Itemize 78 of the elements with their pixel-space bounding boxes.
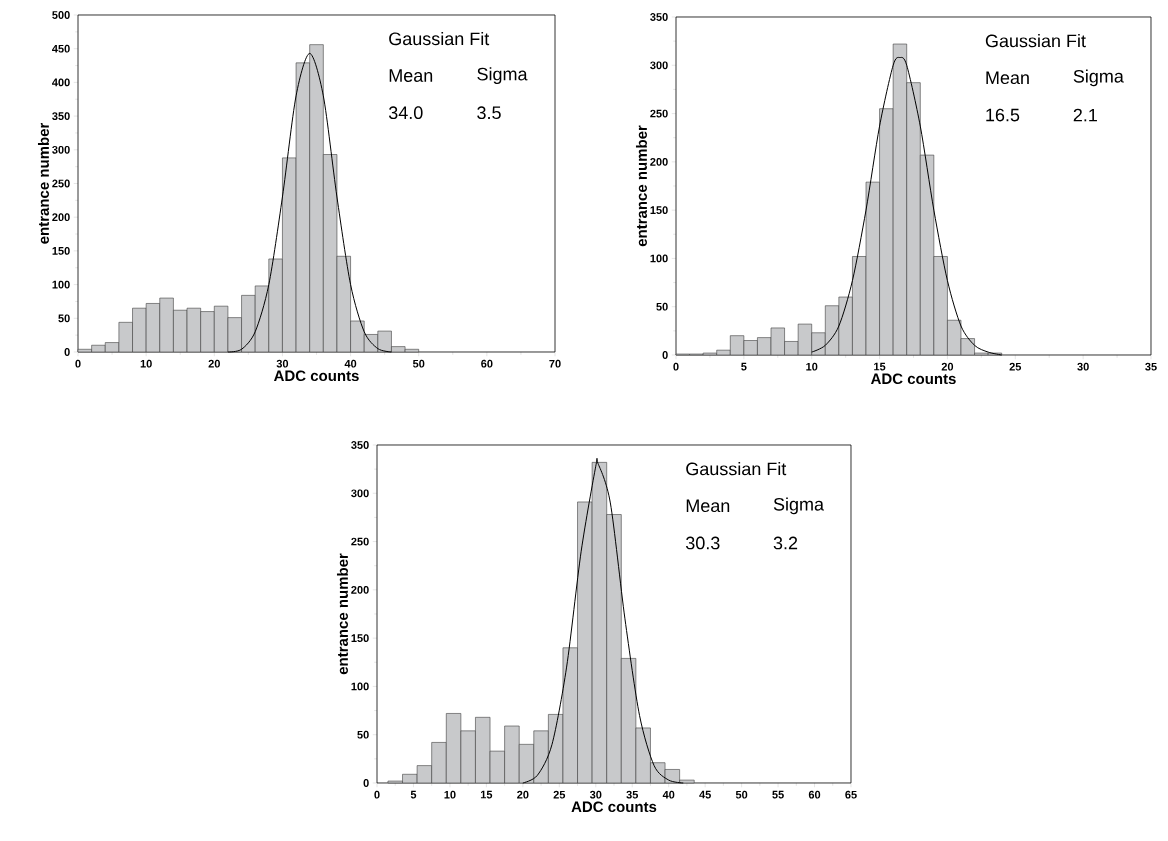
y-tick-label: 100 xyxy=(650,254,668,263)
x-tick-label: 50 xyxy=(412,359,425,368)
x-tick-label: 0 xyxy=(75,359,81,368)
annotation: Mean xyxy=(389,69,433,82)
x-tick-label: 35 xyxy=(1145,362,1157,371)
y-axis-title: entrance number xyxy=(37,122,49,244)
annotation: 3.5 xyxy=(477,106,501,120)
annotation: Sigma xyxy=(477,67,528,85)
x-tick-label: 10 xyxy=(140,359,152,368)
x-tick-label: 35 xyxy=(626,790,639,799)
x-tick-label: 15 xyxy=(480,790,493,799)
annotation: Mean xyxy=(986,71,1029,85)
annotation: 16.5 xyxy=(986,108,1020,122)
x-tick-label: 60 xyxy=(808,790,821,799)
x-tick-label: 40 xyxy=(662,790,675,799)
y-tick-label: 400 xyxy=(52,78,70,87)
y-tick-label: 200 xyxy=(52,213,70,222)
x-tick-label: 20 xyxy=(941,362,954,371)
y-tick-label: 50 xyxy=(656,302,668,311)
y-tick-label: 50 xyxy=(58,314,70,323)
y-tick-label: 500 xyxy=(52,11,70,19)
x-axis-title: ADC counts xyxy=(571,801,657,813)
y-tick-label: 250 xyxy=(52,179,70,188)
y-tick-label: 350 xyxy=(650,13,668,21)
annotation: Gaussian Fit xyxy=(686,462,787,476)
y-tick-label: 250 xyxy=(650,109,668,118)
x-tick-label: 40 xyxy=(344,359,357,368)
y-tick-label: 150 xyxy=(52,247,70,255)
y-tick-label: 300 xyxy=(650,61,668,70)
y-tick-label: 100 xyxy=(52,280,70,289)
y-tick-label: 200 xyxy=(650,157,668,166)
x-tick-label: 20 xyxy=(208,359,220,368)
annotation: Gaussian Fit xyxy=(985,34,1086,48)
y-tick-label: 200 xyxy=(351,585,369,594)
x-tick-label: 30 xyxy=(589,790,602,799)
y-tick-label: 0 xyxy=(64,348,70,356)
x-axis-title: ADC counts xyxy=(273,370,359,382)
x-axis-title: ADC counts xyxy=(870,373,956,385)
annotation: Sigma xyxy=(1073,69,1124,87)
annotation: 34.0 xyxy=(388,106,423,120)
x-tick-label: 5 xyxy=(410,790,417,799)
x-tick-label: 45 xyxy=(699,790,711,799)
x-tick-label: 30 xyxy=(276,359,289,368)
x-tick-label: 25 xyxy=(553,790,566,799)
x-tick-label: 15 xyxy=(874,362,886,371)
x-tick-label: 60 xyxy=(481,359,493,368)
y-tick-label: 150 xyxy=(650,206,668,215)
x-tick-label: 50 xyxy=(735,790,748,799)
x-tick-label: 30 xyxy=(1077,362,1089,371)
y-tick-label: 150 xyxy=(351,634,369,643)
y-tick-label: 450 xyxy=(52,44,70,53)
y-tick-label: 0 xyxy=(662,351,668,359)
annotation: Sigma xyxy=(773,497,824,515)
x-tick-label: 10 xyxy=(806,362,818,371)
y-tick-label: 50 xyxy=(357,730,369,739)
x-tick-label: 0 xyxy=(374,790,380,799)
y-tick-label: 250 xyxy=(351,537,369,546)
x-tick-label: 5 xyxy=(741,362,747,371)
y-tick-label: 100 xyxy=(351,682,369,691)
x-tick-label: 25 xyxy=(1009,362,1022,371)
annotation: Mean xyxy=(686,499,730,513)
x-tick-label: 10 xyxy=(444,790,456,799)
y-tick-label: 350 xyxy=(351,441,369,449)
y-axis-title: entrance number xyxy=(336,553,348,675)
annotation: Gaussian Fit xyxy=(389,31,490,46)
y-tick-label: 350 xyxy=(52,112,70,120)
x-tick-label: 20 xyxy=(517,790,529,799)
annotation: 3.2 xyxy=(773,536,798,550)
annotation: 2.1 xyxy=(1073,108,1097,122)
x-tick-label: 65 xyxy=(845,790,857,799)
annotation: 30.3 xyxy=(685,536,720,550)
y-axis-title: entrance number xyxy=(635,125,647,247)
x-tick-label: 70 xyxy=(549,359,561,368)
y-tick-label: 0 xyxy=(363,779,369,787)
y-tick-label: 300 xyxy=(52,145,70,154)
y-tick-label: 300 xyxy=(351,489,369,498)
x-tick-label: 0 xyxy=(673,362,679,371)
x-tick-label: 55 xyxy=(772,790,784,799)
